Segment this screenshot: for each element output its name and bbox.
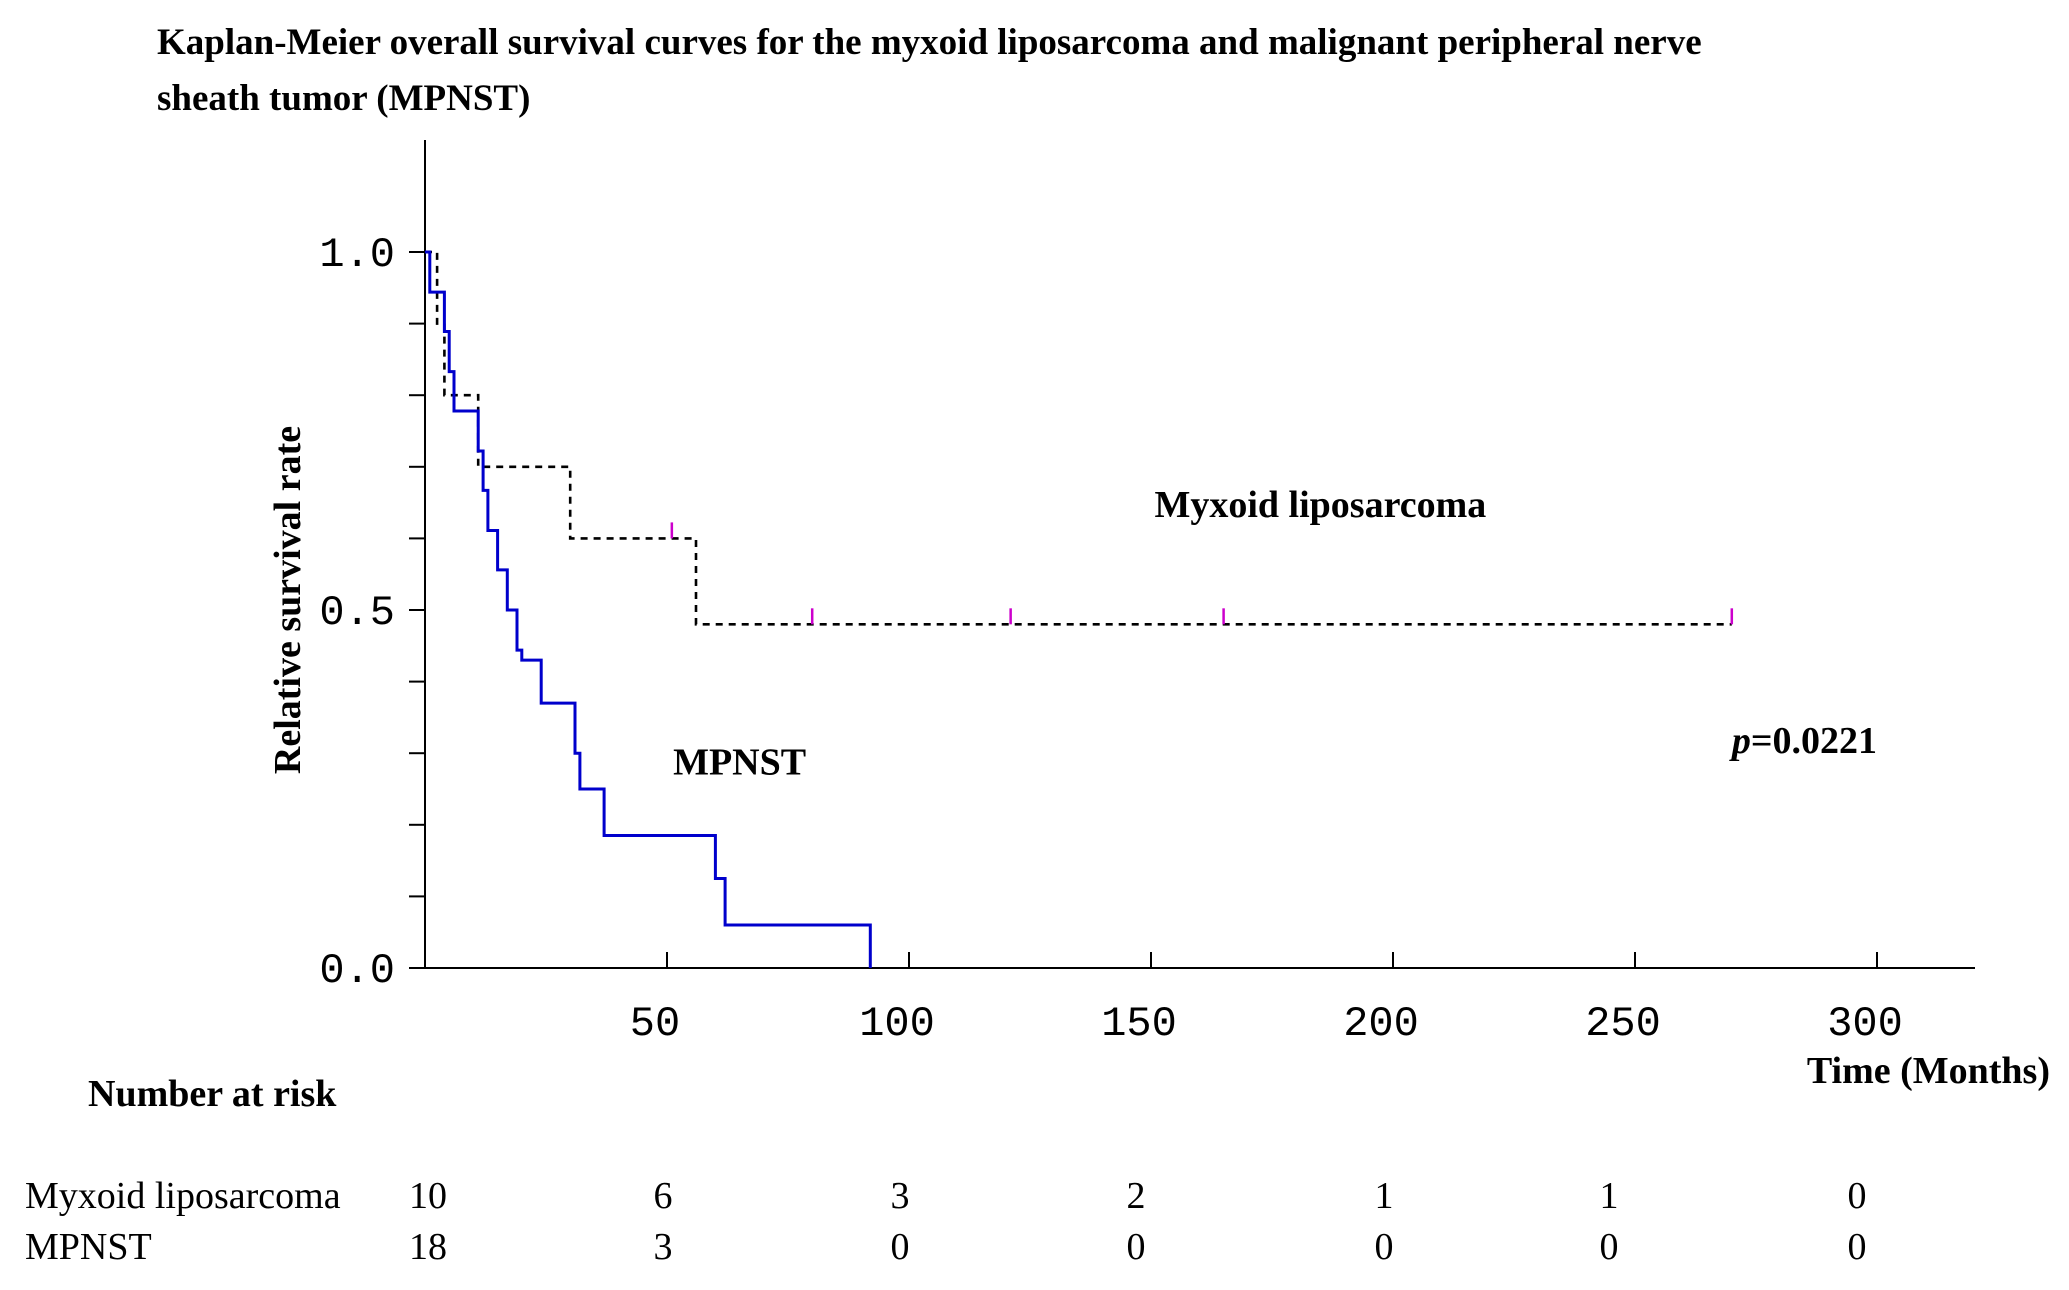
chart-title-line-2: sheath tumor (MPNST) [157, 78, 530, 119]
risk-cell: 18 [409, 1226, 447, 1268]
risk-cell: 0 [1127, 1226, 1146, 1268]
risk-cell: 0 [1848, 1226, 1867, 1268]
y-axis-label: Relative survival rate [267, 426, 309, 774]
series-line-2 [425, 250, 872, 968]
axes [409, 140, 1975, 969]
risk-cell: 2 [1127, 1175, 1146, 1217]
x-tick-label: 200 [1343, 1000, 1419, 1048]
y-tick-label: 1.0 [319, 231, 395, 279]
p-value-number: =0.0221 [1751, 720, 1877, 762]
x-tick-label: 100 [859, 1000, 935, 1048]
risk-row-label: Myxoid liposarcoma [25, 1175, 341, 1217]
x-tick-labels: 50 100 150 200 250 300 [630, 1000, 1903, 1048]
risk-table-title: Number at risk [88, 1073, 337, 1115]
x-tick-label: 150 [1101, 1000, 1177, 1048]
x-tick-label: 50 [630, 1000, 680, 1048]
annotation-2: MPNST [673, 742, 806, 784]
risk-cell: 10 [409, 1175, 447, 1217]
risk-cell: 0 [1600, 1226, 1619, 1268]
chart-title-line-1: Kaplan-Meier overall survival curves for… [157, 22, 1702, 63]
risk-cell: 3 [891, 1175, 910, 1217]
x-tick-label: 250 [1585, 1000, 1661, 1048]
series-line-1 [425, 250, 1732, 626]
y-tick-labels: 0.0 0.5 1.0 [319, 231, 395, 995]
risk-cell: 3 [654, 1226, 673, 1268]
y-tick-label: 0.0 [319, 947, 395, 995]
risk-cell: 0 [1375, 1226, 1394, 1268]
annotation-3: p=0.0221 [1729, 720, 1877, 762]
annotation-1: Myxoid liposarcoma [1155, 484, 1487, 526]
x-axis-label: Time (Months) [1807, 1050, 2050, 1092]
censor-marks [670, 522, 1734, 625]
risk-row-label: MPNST [25, 1226, 152, 1268]
y-tick-label: 0.5 [319, 589, 395, 637]
x-tick-label: 300 [1827, 1000, 1903, 1048]
risk-cell: 1 [1375, 1175, 1394, 1217]
risk-cell: 0 [1848, 1175, 1867, 1217]
risk-cell: 6 [654, 1175, 673, 1217]
p-value-symbol: p [1729, 720, 1751, 762]
annotations: Myxoid liposarcoma MPNST p=0.0221 [673, 484, 1877, 784]
risk-cell: 0 [891, 1226, 910, 1268]
series-layer [425, 250, 1732, 968]
risk-cell: 1 [1600, 1175, 1619, 1217]
chart-title: Kaplan-Meier overall survival curves for… [157, 22, 1702, 119]
